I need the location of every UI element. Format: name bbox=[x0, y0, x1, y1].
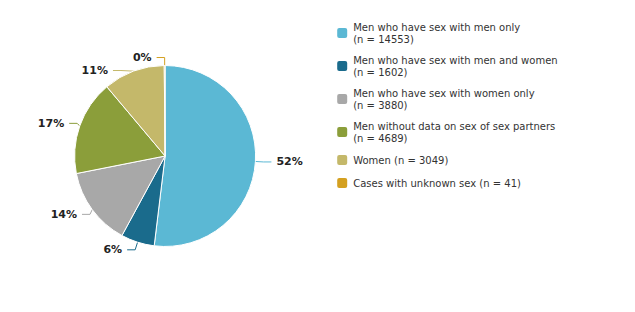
svg-text:14%: 14% bbox=[51, 208, 77, 221]
svg-text:Men who have sex with men only: Men who have sex with men only bbox=[353, 22, 520, 33]
svg-text:0%: 0% bbox=[133, 51, 152, 64]
svg-text:11%: 11% bbox=[82, 64, 108, 77]
svg-text:(n = 14553): (n = 14553) bbox=[353, 34, 414, 45]
svg-text:17%: 17% bbox=[38, 117, 64, 130]
svg-text:Women (n = 3049): Women (n = 3049) bbox=[353, 155, 448, 166]
svg-text:Men who have sex with women on: Men who have sex with women only bbox=[353, 88, 534, 99]
svg-text:(n = 4689): (n = 4689) bbox=[353, 133, 407, 144]
svg-text:Cases with unknown sex (n = 41: Cases with unknown sex (n = 41) bbox=[353, 178, 521, 189]
svg-text:Men without data on sex of sex: Men without data on sex of sex partners bbox=[353, 121, 555, 132]
svg-text:(n = 1602): (n = 1602) bbox=[353, 67, 407, 78]
svg-text:Men who have sex with men and: Men who have sex with men and women bbox=[353, 55, 557, 66]
svg-text:6%: 6% bbox=[103, 243, 122, 256]
svg-text:(n = 3880): (n = 3880) bbox=[353, 100, 407, 111]
svg-text:52%: 52% bbox=[276, 155, 302, 168]
